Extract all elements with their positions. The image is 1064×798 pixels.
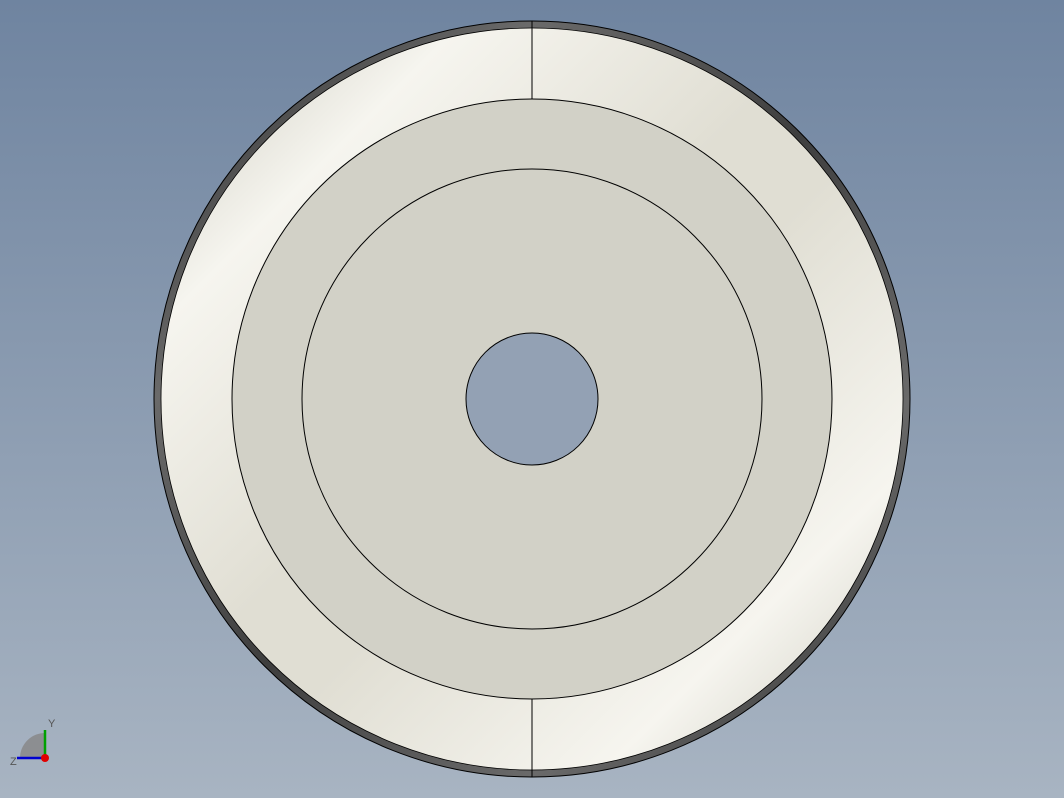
axis-y-label: Y (48, 718, 55, 730)
axis-triad-icon (10, 718, 80, 788)
cad-model-disc[interactable] (154, 21, 910, 777)
cad-viewport[interactable]: Y Z (0, 0, 1064, 798)
view-axis-indicator[interactable]: Y Z (10, 718, 80, 788)
axis-z-label: Z (10, 756, 17, 768)
viewport-background (0, 0, 1064, 798)
